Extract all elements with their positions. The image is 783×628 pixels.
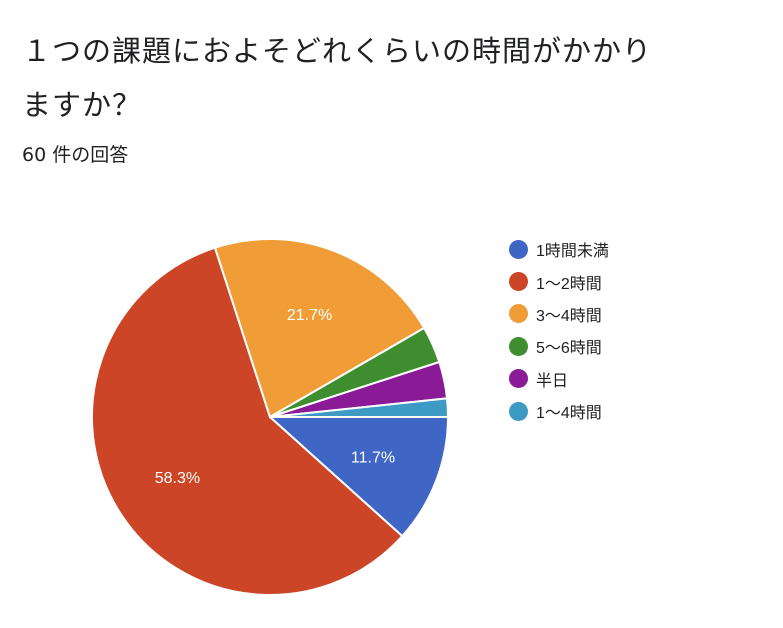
- legend-item[interactable]: 1〜4時間: [509, 395, 609, 427]
- slice-percentage-label: 11.7%: [351, 450, 395, 467]
- legend-item[interactable]: 5〜6時間: [509, 330, 609, 362]
- legend-label: 半日: [536, 372, 569, 390]
- legend-dot-icon: [509, 239, 528, 259]
- legend-item[interactable]: 半日: [509, 363, 609, 395]
- legend-label: 1〜4時間: [536, 405, 602, 423]
- legend-label: 5〜6時間: [536, 340, 602, 358]
- slice-percentage-label: 21.7%: [287, 307, 332, 324]
- legend-label: 3〜4時間: [536, 307, 602, 325]
- pie-slice[interactable]: [91, 246, 404, 596]
- legend-dot-icon: [509, 369, 528, 389]
- legend-dot-icon: [509, 304, 528, 324]
- pie-slice[interactable]: [213, 238, 426, 419]
- legend-item[interactable]: 1〜2時間: [509, 265, 609, 297]
- legend-dot-icon: [509, 401, 528, 421]
- chart-legend: 1時間未満 1〜2時間 3〜4時間 5〜6時間 半日 1〜4時間: [509, 233, 609, 427]
- question-title: １つの課題におよそどれくらいの時間がかかりますか？: [22, 34, 653, 122]
- pie-slice[interactable]: [269, 397, 450, 418]
- legend-dot-icon: [509, 336, 528, 356]
- legend-dot-icon: [509, 272, 528, 292]
- legend-label: 1時間未満: [536, 243, 609, 261]
- slice-percentage-label: 58.3%: [155, 470, 200, 487]
- pie-slice[interactable]: [267, 416, 450, 538]
- response-count: 60 件の回答: [22, 144, 129, 166]
- legend-item[interactable]: 1時間未満: [509, 233, 609, 265]
- legend-item[interactable]: 3〜4時間: [509, 298, 609, 330]
- legend-label: 1〜2時間: [536, 275, 602, 293]
